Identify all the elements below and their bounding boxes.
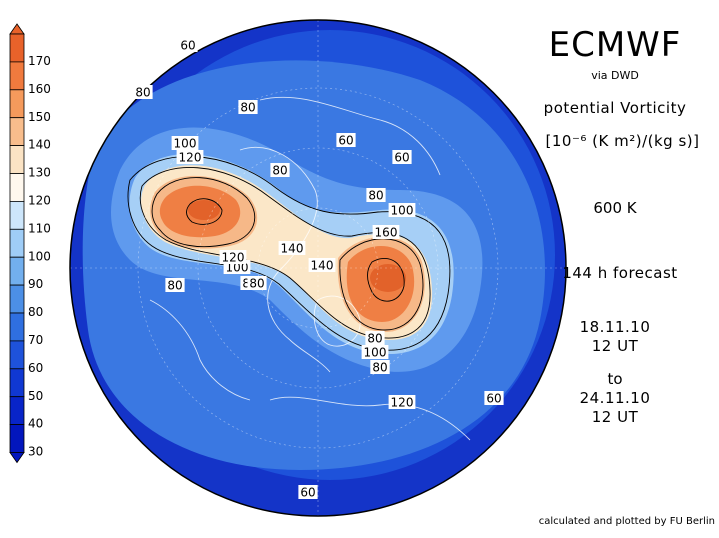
contour-label-layer: 6080808060608080100120801001601401401201… bbox=[133, 38, 504, 500]
coastline-atlantic bbox=[149, 299, 251, 401]
contour-label: 60 bbox=[298, 485, 318, 500]
model-title: ECMWF bbox=[548, 25, 682, 65]
colorbar-tick-label: 140 bbox=[28, 138, 51, 152]
svg-text:120: 120 bbox=[222, 251, 245, 265]
colorbar-arrow-bottom bbox=[9, 452, 25, 464]
colorbar-tick-label: 150 bbox=[28, 110, 51, 124]
colorbar-tick-label: 70 bbox=[28, 333, 43, 347]
contour-label: 80 bbox=[238, 100, 258, 115]
svg-text:140: 140 bbox=[311, 259, 334, 273]
colorbar-tick-label: 90 bbox=[28, 277, 43, 291]
contour-label: 80 bbox=[270, 163, 290, 178]
svg-text:140: 140 bbox=[281, 242, 304, 256]
svg-text:60: 60 bbox=[486, 392, 501, 406]
svg-text:80: 80 bbox=[372, 361, 387, 375]
pv-max-west bbox=[188, 200, 220, 220]
contour-label: 80 bbox=[165, 278, 185, 293]
svg-text:80: 80 bbox=[240, 101, 255, 115]
valid-to-time: 12 UT bbox=[591, 408, 639, 426]
svg-text:60: 60 bbox=[180, 39, 195, 53]
coastlines bbox=[149, 96, 471, 441]
coastline-greenland bbox=[313, 295, 361, 347]
colorbar-tick-label: 50 bbox=[28, 389, 43, 403]
contour-100 bbox=[127, 156, 451, 351]
contour-label: 60 bbox=[392, 150, 412, 165]
colorbar-tick-label: 60 bbox=[28, 361, 43, 375]
svg-text:80: 80 bbox=[135, 86, 150, 100]
contour-label: 160 bbox=[372, 225, 400, 240]
colorbar-tick-label: 110 bbox=[28, 221, 51, 235]
coastline-north-america bbox=[239, 146, 331, 373]
colorbar: 170 160 150 140 130 120 110 100 90 80 70 60 50 40 30 bbox=[9, 23, 51, 464]
contour-label: 120 bbox=[219, 250, 247, 265]
svg-text:100: 100 bbox=[174, 137, 197, 151]
svg-text:60: 60 bbox=[338, 134, 353, 148]
colorbar-tick-label: 100 bbox=[28, 249, 51, 263]
contour-lines bbox=[127, 156, 451, 351]
contour-120 bbox=[139, 167, 431, 339]
svg-text:80: 80 bbox=[367, 332, 382, 346]
data-source: via DWD bbox=[591, 69, 639, 82]
coastline-eurasia bbox=[269, 396, 471, 441]
svg-text:80: 80 bbox=[167, 279, 182, 293]
valid-to-date: 24.11.10 bbox=[579, 389, 651, 407]
svg-text:160: 160 bbox=[375, 226, 398, 240]
contour-label: 100 bbox=[361, 345, 389, 360]
contour-label: 120 bbox=[176, 150, 204, 165]
pv-max-east bbox=[370, 264, 406, 292]
valid-from-date: 18.11.10 bbox=[579, 318, 651, 336]
contour-label: 100 bbox=[388, 203, 416, 218]
svg-text:80: 80 bbox=[249, 277, 264, 291]
valid-from-time: 12 UT bbox=[591, 337, 639, 355]
svg-text:120: 120 bbox=[179, 151, 202, 165]
variable-name: potential Vorticity bbox=[543, 99, 687, 117]
colorbar-tick-label: 30 bbox=[28, 445, 43, 459]
contour-160 bbox=[186, 198, 405, 302]
colorbar-tick-label: 80 bbox=[28, 305, 43, 319]
svg-text:80: 80 bbox=[368, 189, 383, 203]
contour-label: 140 bbox=[278, 241, 306, 256]
svg-text:60: 60 bbox=[394, 151, 409, 165]
contour-label: 60 bbox=[484, 391, 504, 406]
coastline-asia bbox=[259, 96, 441, 176]
contour-label: 60 bbox=[178, 38, 198, 53]
svg-text:60: 60 bbox=[300, 486, 315, 500]
forecast-range: 144 h forecast bbox=[562, 264, 678, 282]
contour-label: 80 bbox=[370, 360, 390, 375]
svg-text:100: 100 bbox=[364, 346, 387, 360]
contour-label: 100 bbox=[171, 136, 199, 151]
to-label: to bbox=[607, 370, 623, 388]
contour-label: 80 bbox=[133, 85, 153, 100]
contour-label: 60 bbox=[336, 133, 356, 148]
colorbar-tick-label: 130 bbox=[28, 166, 51, 180]
contour-label: 80 bbox=[247, 276, 267, 291]
contour-label: 80 bbox=[365, 331, 385, 346]
map-boundary bbox=[69, 19, 567, 517]
contour-label: 140 bbox=[308, 258, 336, 273]
svg-text:100: 100 bbox=[391, 204, 414, 218]
contour-label: 120 bbox=[388, 395, 416, 410]
contour-label: 80 bbox=[366, 188, 386, 203]
colorbar-tick-label: 120 bbox=[28, 194, 51, 208]
variable-unit: [10⁻⁶ (K m²)/(kg s)] bbox=[545, 132, 700, 150]
graticule bbox=[70, 20, 566, 516]
credit-line: calculated and plotted by FU Berlin bbox=[538, 516, 715, 527]
svg-text:120: 120 bbox=[391, 396, 414, 410]
colorbar-tick-label: 160 bbox=[28, 82, 51, 96]
colorbar-tick-label: 40 bbox=[28, 417, 43, 431]
colorbar-tick-label: 170 bbox=[28, 54, 51, 68]
svg-text:80: 80 bbox=[272, 164, 287, 178]
isentropic-level: 600 K bbox=[593, 199, 637, 217]
